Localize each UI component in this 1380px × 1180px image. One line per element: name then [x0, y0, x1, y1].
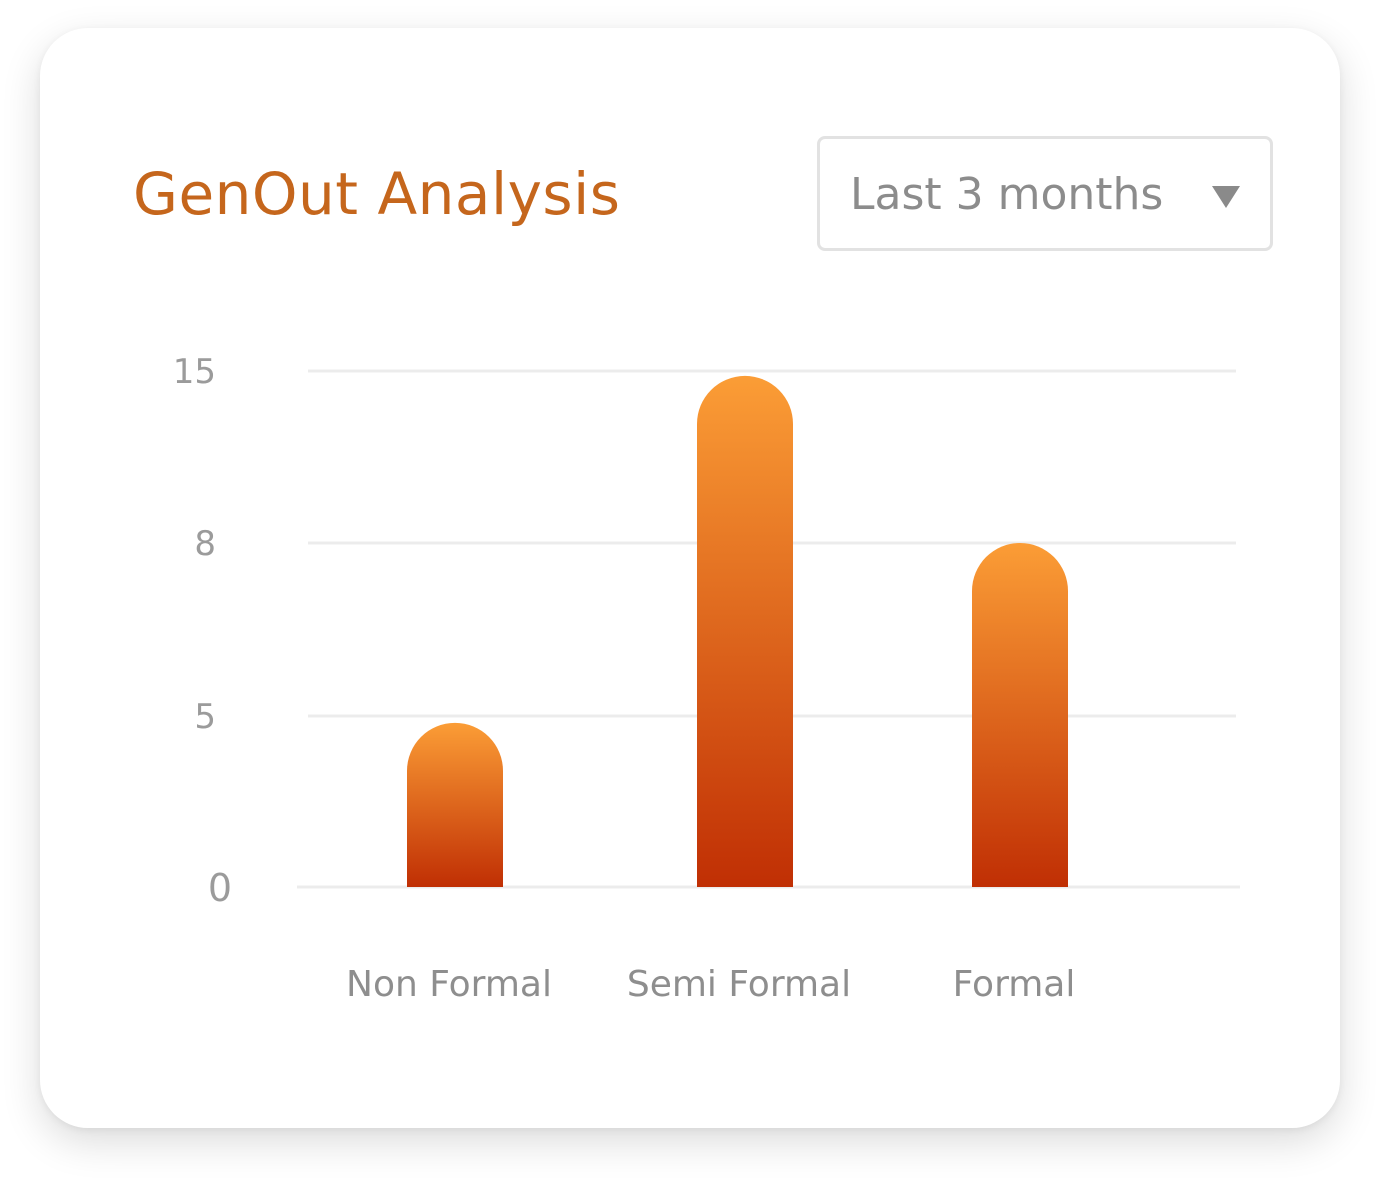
time-range-dropdown[interactable]: Last 3 months — [817, 136, 1273, 251]
time-range-value: Last 3 months — [850, 169, 1164, 220]
chart-card: GenOut Analysis Last 3 months — [40, 28, 1340, 1128]
card-title: GenOut Analysis — [133, 160, 621, 228]
chevron-down-icon — [1212, 186, 1240, 208]
